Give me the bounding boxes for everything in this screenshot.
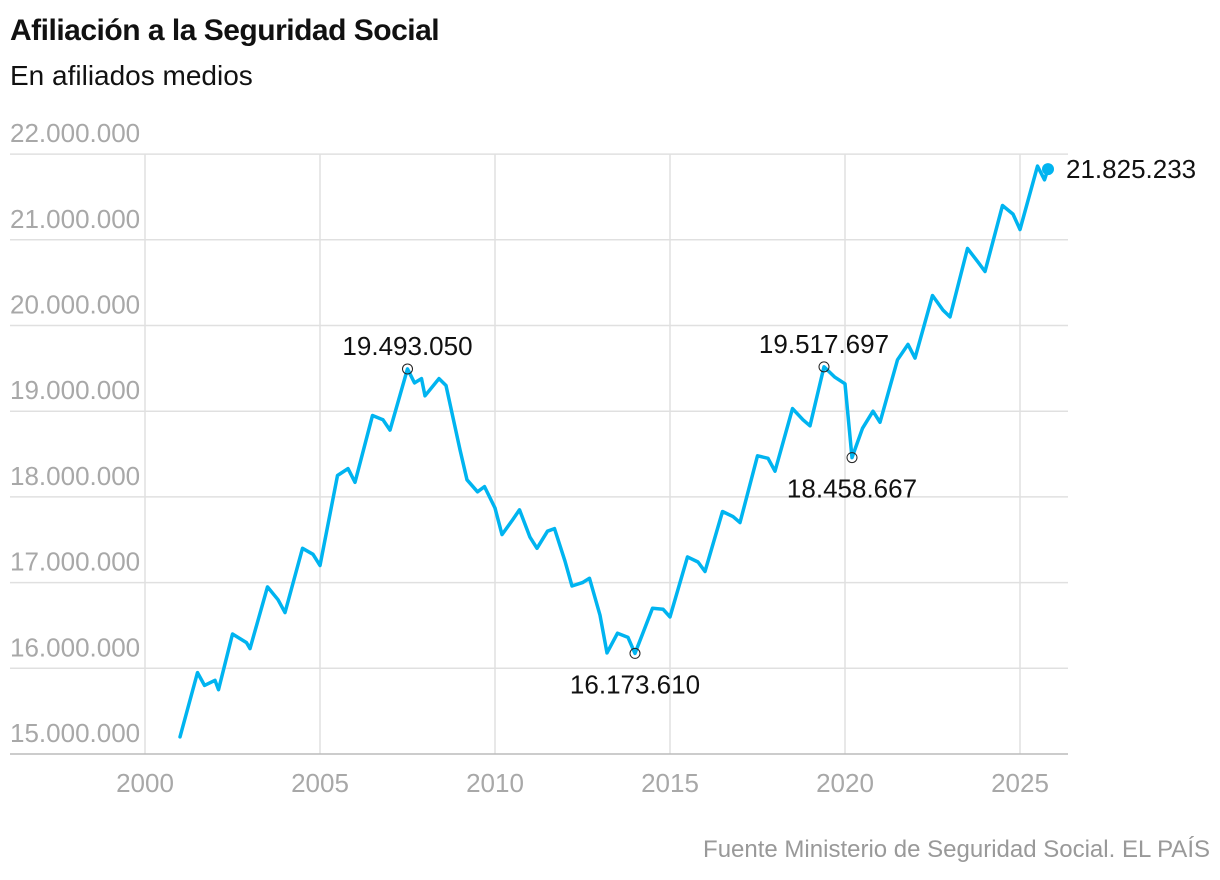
data-label: 16.173.610 [570,669,700,699]
x-tick-label: 2005 [291,768,349,798]
last-point-marker [1042,163,1054,176]
annotation-marker [818,361,830,373]
x-tick-label: 2025 [991,768,1049,798]
annotation-marker [846,452,858,464]
data-label: 19.517.697 [759,329,889,359]
chart-subtitle: En afiliados medios [10,60,253,91]
y-tick-label: 18.000.000 [10,461,140,491]
y-tick-label: 20.000.000 [10,290,140,320]
annotation-marker [629,647,641,659]
y-tick-label: 21.000.000 [10,204,140,234]
x-tick-label: 2000 [116,768,174,798]
y-tick-label: 16.000.000 [10,632,140,662]
chart-title: Afiliación a la Seguridad Social [10,14,440,47]
series-line-afiliados [178,164,1050,739]
annotation-marker [402,363,413,375]
x-tick-label: 2015 [641,768,699,798]
source-note: Fuente Ministerio de Seguridad Social. E… [703,836,1210,863]
y-tick-label: 17.000.000 [10,547,140,577]
data-label: 18.458.667 [787,474,917,504]
x-tick-label: 2020 [816,768,874,798]
y-tick-label: 15.000.000 [10,718,140,748]
y-tick-label: 22.000.000 [10,118,140,148]
y-tick-label: 19.000.000 [10,375,140,405]
x-tick-label: 2010 [466,768,524,798]
data-label: 19.493.050 [342,331,472,361]
data-label: 21.825.233 [1066,154,1196,184]
